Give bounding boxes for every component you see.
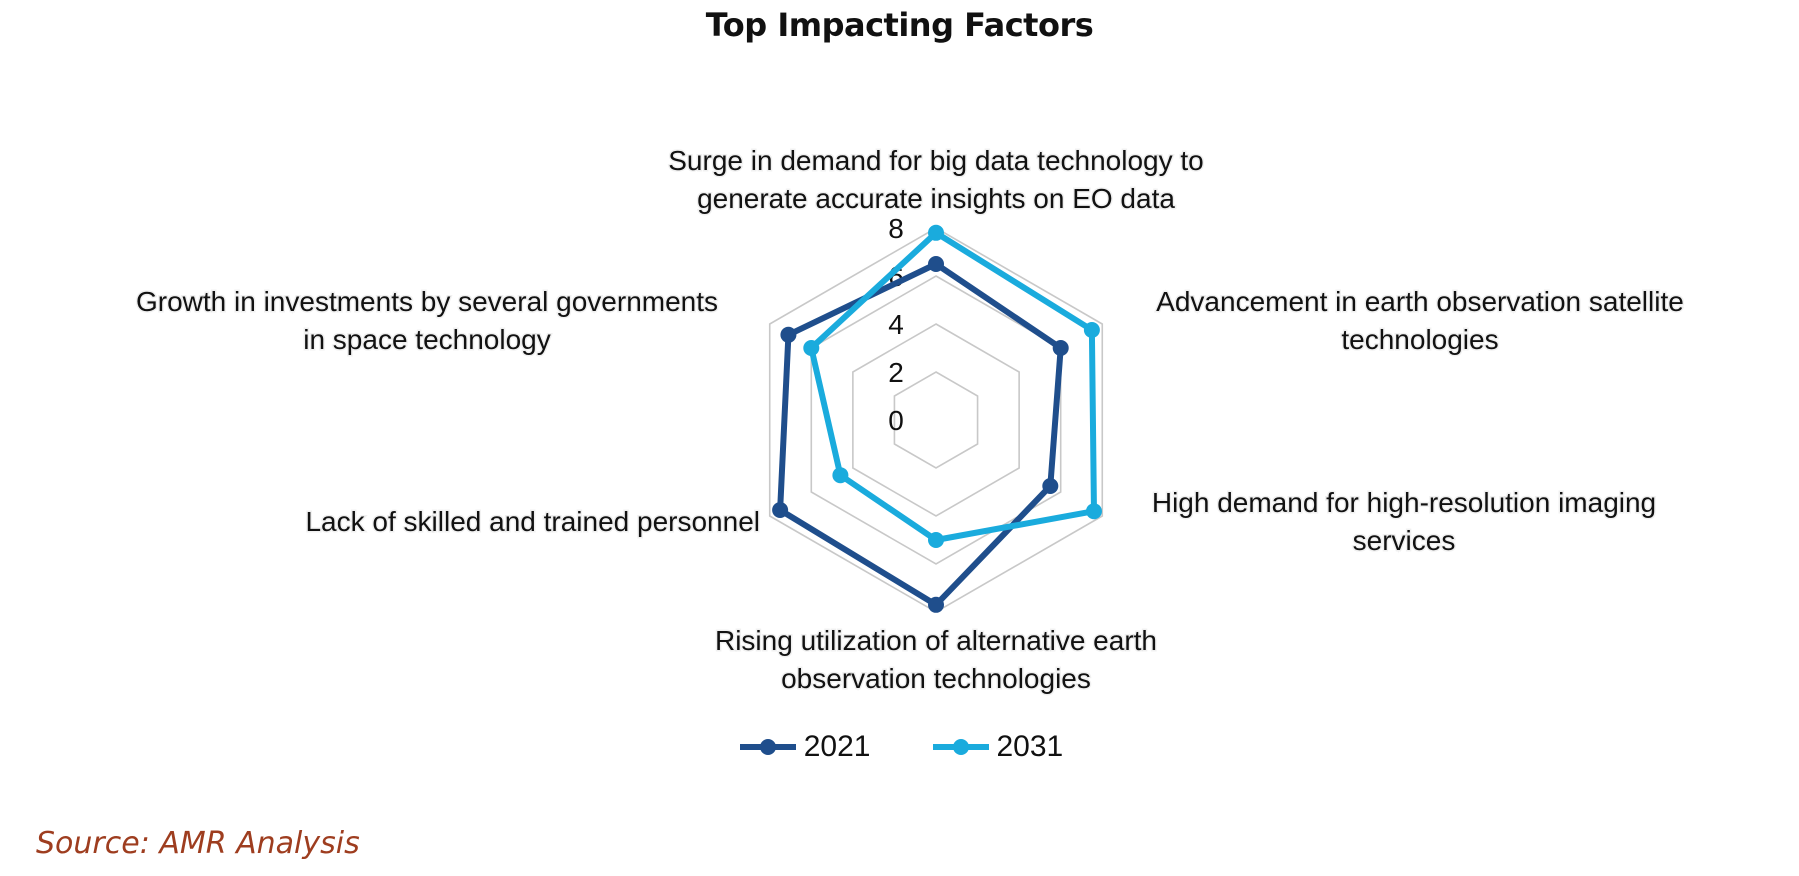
chart-legend: 2021 2031 xyxy=(0,730,1799,764)
data-point xyxy=(1052,340,1069,356)
radial-tick-label: 4 xyxy=(888,309,904,340)
category-label: Advancement in earth observation satelli… xyxy=(1156,286,1684,355)
grid-ring xyxy=(852,323,1020,517)
data-point xyxy=(928,596,944,613)
data-point xyxy=(928,256,944,272)
data-point xyxy=(803,340,820,356)
source-note: Source: AMR Analysis xyxy=(36,826,360,861)
legend-swatch-icon xyxy=(739,739,796,755)
category-label: Growth in investments by several governm… xyxy=(136,286,718,355)
series-2031 xyxy=(803,224,1102,548)
grid-ring xyxy=(893,371,979,469)
category-label: High demand for high-resolution imaging s… xyxy=(1152,487,1656,556)
chart-title: Top Impacting Factors xyxy=(705,6,1094,44)
data-point xyxy=(1042,478,1059,494)
data-point xyxy=(928,532,944,548)
legend-label: 2031 xyxy=(996,730,1064,763)
category-labels: Surge in demand for big data technology … xyxy=(134,144,1685,696)
legend-label: 2021 xyxy=(803,730,871,763)
radial-tick-label: 2 xyxy=(888,357,904,388)
legend-item-2031: 2031 xyxy=(929,730,1064,764)
series-2021 xyxy=(772,256,1069,613)
category-label: Surge in demand for big data technology … xyxy=(668,145,1203,214)
category-label: Lack of skilled and trained personnel xyxy=(305,506,760,537)
data-point xyxy=(780,326,797,343)
category-label: Rising utilization of alternative earth o… xyxy=(715,625,1157,694)
data-point xyxy=(772,502,789,518)
radial-tick-label: 0 xyxy=(888,405,904,436)
data-point xyxy=(1085,503,1102,520)
legend-item-2021: 2021 xyxy=(736,730,871,764)
series-line xyxy=(808,229,1097,543)
legend-swatch-icon xyxy=(932,739,989,755)
data-point xyxy=(928,224,944,241)
radar-series xyxy=(772,224,1102,613)
radial-tick-label: 8 xyxy=(888,213,904,244)
data-point xyxy=(1083,322,1100,338)
data-point xyxy=(832,467,849,484)
